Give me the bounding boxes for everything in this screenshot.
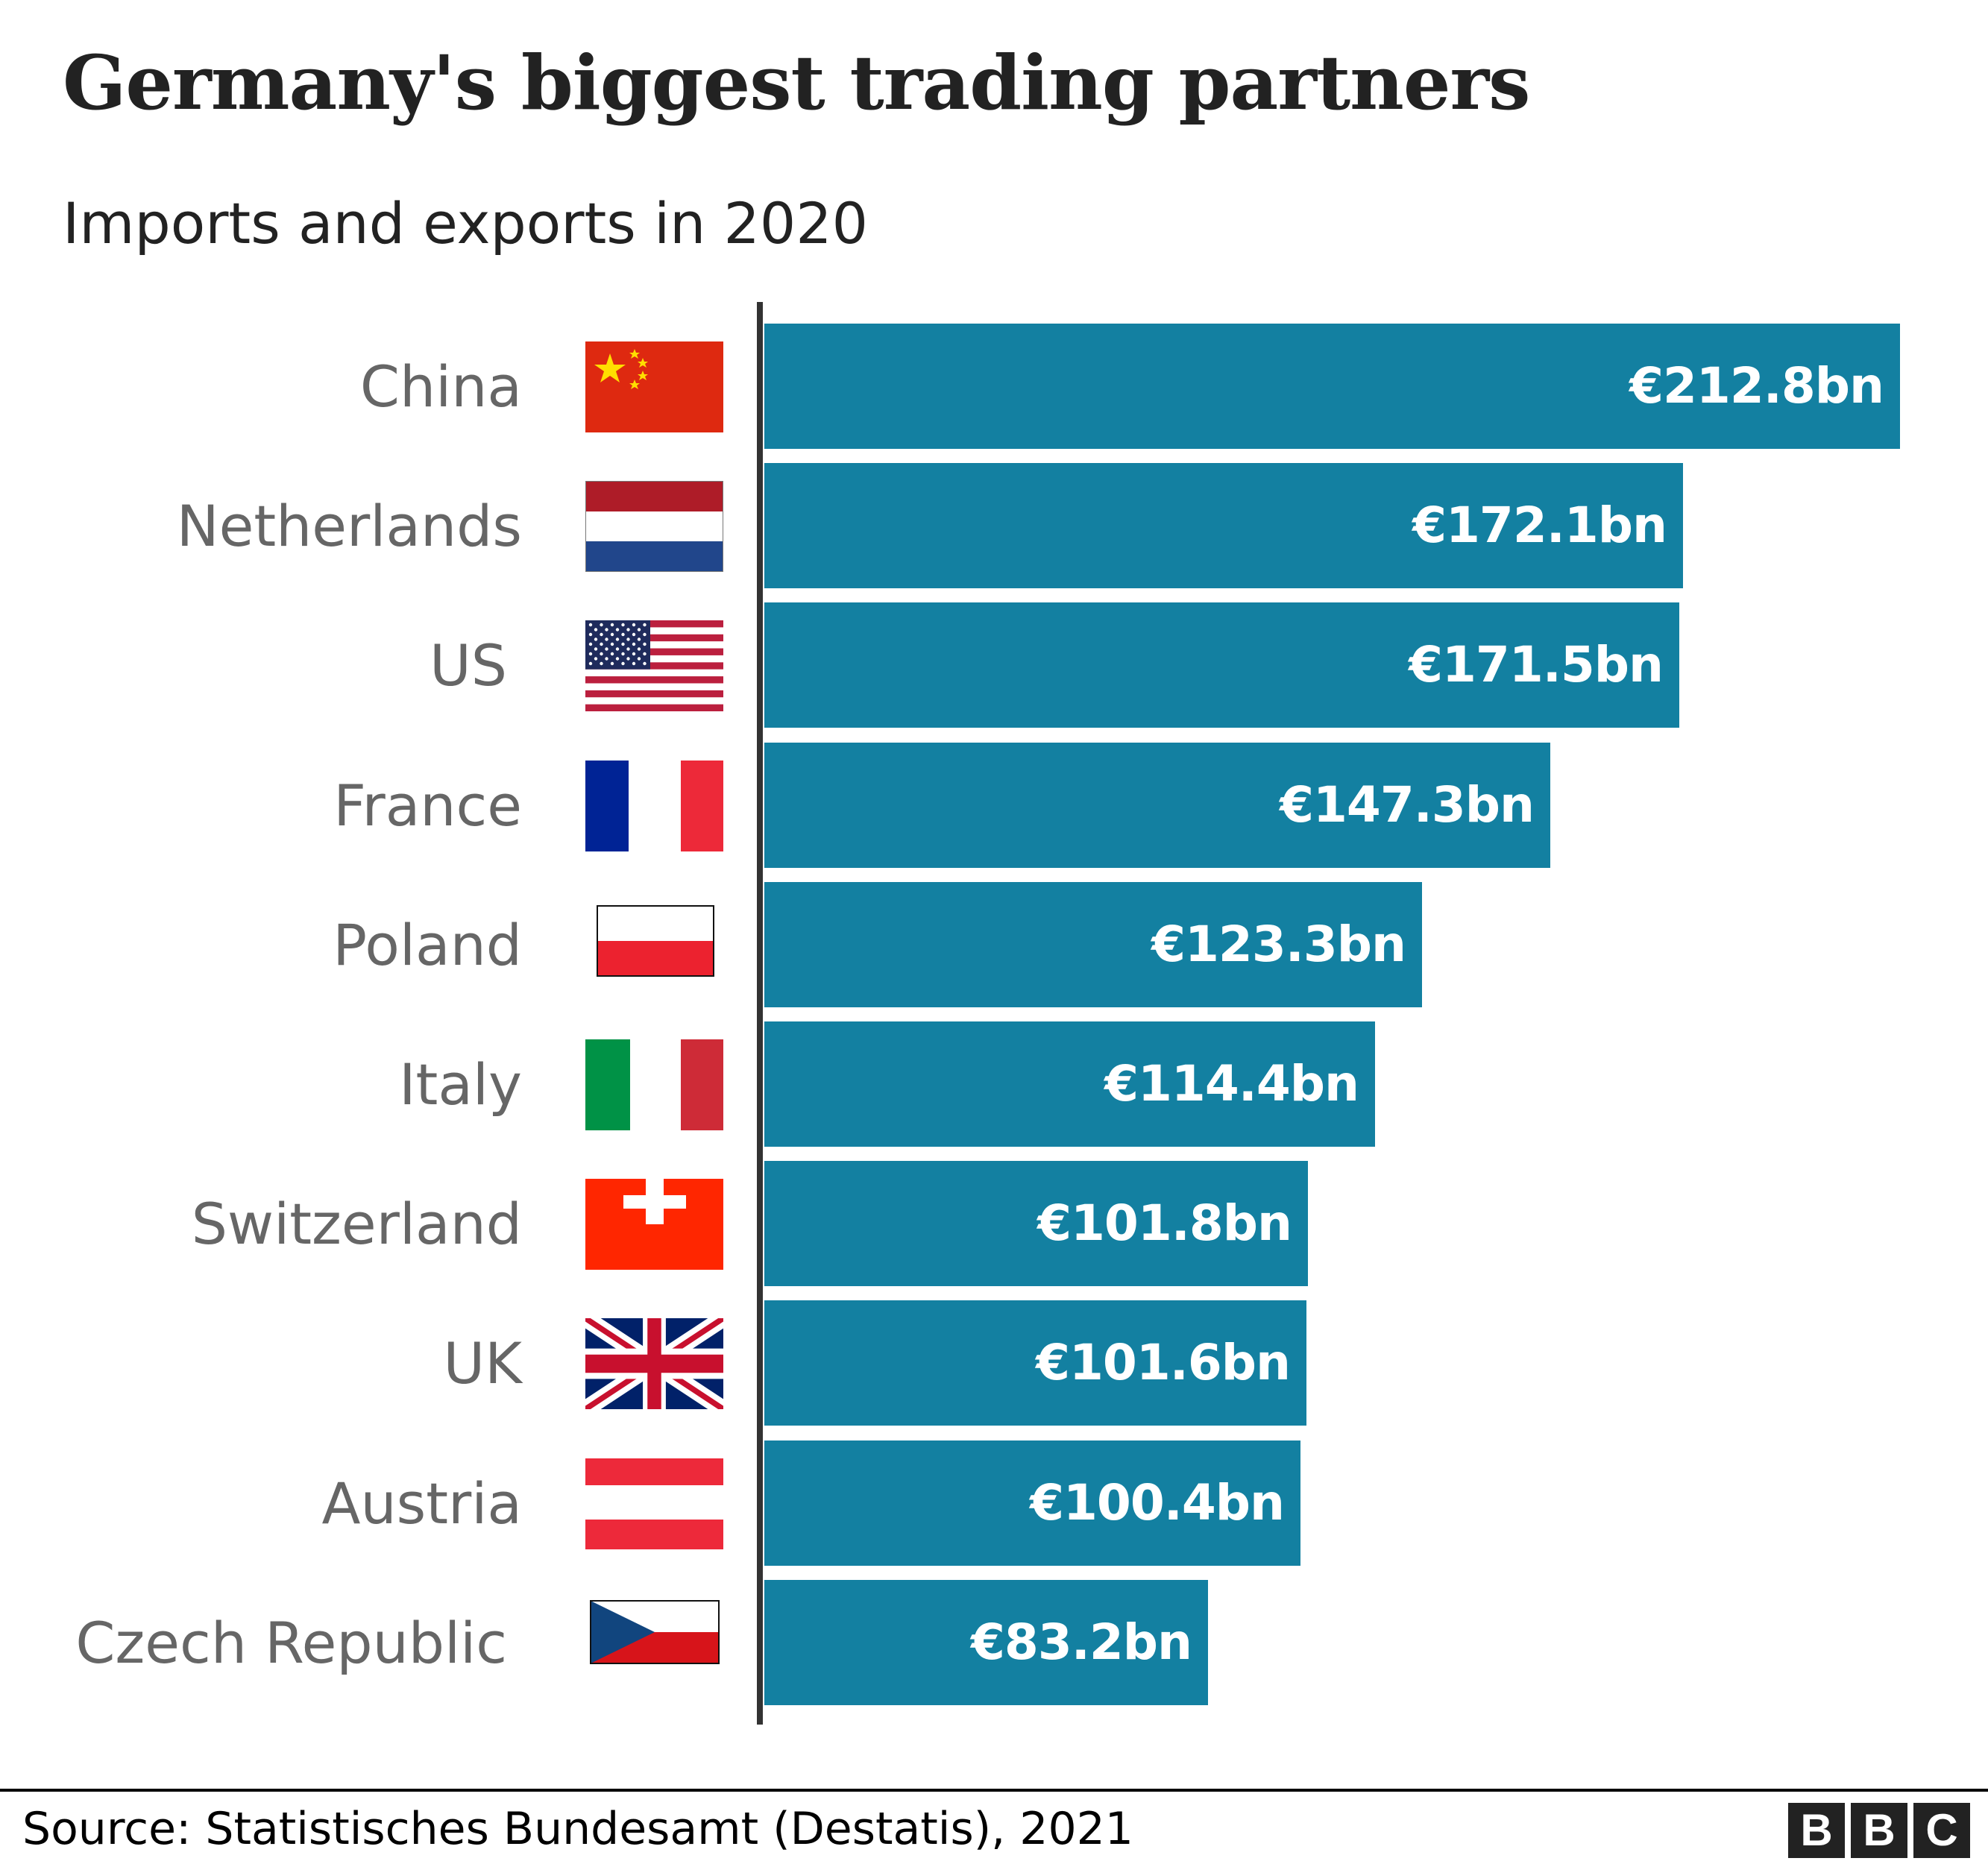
bar-value-label: €114.4bn (1104, 1055, 1359, 1112)
bbc-logo-block: B (1788, 1803, 1845, 1858)
bar-value-label: €101.6bn (1036, 1334, 1291, 1392)
bar-row: Italy €114.4bn (0, 1021, 1988, 1148)
czech-republic-flag-icon (585, 1598, 723, 1689)
bar-row: US €171.5bn (0, 602, 1988, 729)
source-note: Source: Statistisches Bundesamt (Destati… (22, 1803, 1133, 1855)
country-label: Switzerland (191, 1191, 522, 1258)
bar-row: UK €101.6bn (0, 1300, 1988, 1427)
bar-value-label: €123.3bn (1151, 915, 1406, 973)
uk-flag-icon (582, 1310, 727, 1418)
france-flag-icon (585, 760, 723, 851)
footer-divider (0, 1789, 1988, 1792)
china-flag-icon (585, 341, 723, 432)
bar-row: Poland €123.3bn (0, 881, 1988, 1009)
bar: €171.5bn (764, 602, 1679, 728)
country-label: Italy (399, 1051, 522, 1118)
bar-value-label: €172.1bn (1412, 497, 1667, 555)
y-axis-line (757, 302, 763, 1725)
bar: €172.1bn (764, 463, 1683, 589)
country-label: Czech Republic (75, 1609, 507, 1676)
bar: €114.4bn (764, 1021, 1375, 1147)
country-label: US (430, 632, 507, 699)
country-label: Austria (321, 1470, 523, 1537)
bar: €212.8bn (764, 324, 1900, 449)
bbc-logo-block: C (1913, 1803, 1970, 1858)
bar: €100.4bn (764, 1440, 1300, 1566)
bar: €101.8bn (764, 1161, 1308, 1287)
bbc-logo: B B C (1788, 1803, 1970, 1858)
bar-value-label: €147.3bn (1280, 775, 1535, 834)
poland-flag-icon (585, 900, 723, 991)
bar: €101.6bn (764, 1300, 1306, 1426)
country-label: France (333, 772, 522, 839)
bar-value-label: €212.8bn (1629, 357, 1884, 415)
bar-row: Netherlands €172.1bn (0, 463, 1988, 590)
netherlands-flag-icon (585, 481, 723, 573)
bar-row: Switzerland €101.8bn (0, 1161, 1988, 1288)
bar: €147.3bn (764, 742, 1550, 868)
bar-row: Austria €100.4bn (0, 1440, 1988, 1567)
country-label: Poland (333, 911, 522, 978)
bar-value-label: €83.2bn (971, 1613, 1192, 1671)
bar-value-label: €100.4bn (1030, 1473, 1285, 1531)
country-label: UK (443, 1330, 522, 1397)
bar-row: France €147.3bn (0, 742, 1988, 869)
bar-value-label: €171.5bn (1409, 636, 1664, 694)
bar: €83.2bn (764, 1579, 1208, 1705)
bar-value-label: €101.8bn (1037, 1194, 1292, 1253)
us-flag-icon (585, 620, 723, 712)
switzerland-flag-icon (585, 1179, 723, 1271)
italy-flag-icon (585, 1039, 723, 1130)
bbc-logo-block: B (1851, 1803, 1907, 1858)
bar-row: China €212.8bn (0, 324, 1988, 450)
bar: €123.3bn (764, 881, 1422, 1007)
chart-subtitle: Imports and exports in 2020 (63, 190, 868, 256)
bar-row: Czech Republic €83.2bn (0, 1579, 1988, 1707)
austria-flag-icon (585, 1458, 723, 1549)
chart-title: Germany's biggest trading partners (63, 39, 1530, 127)
country-label: Netherlands (176, 493, 522, 560)
country-label: China (359, 353, 522, 420)
